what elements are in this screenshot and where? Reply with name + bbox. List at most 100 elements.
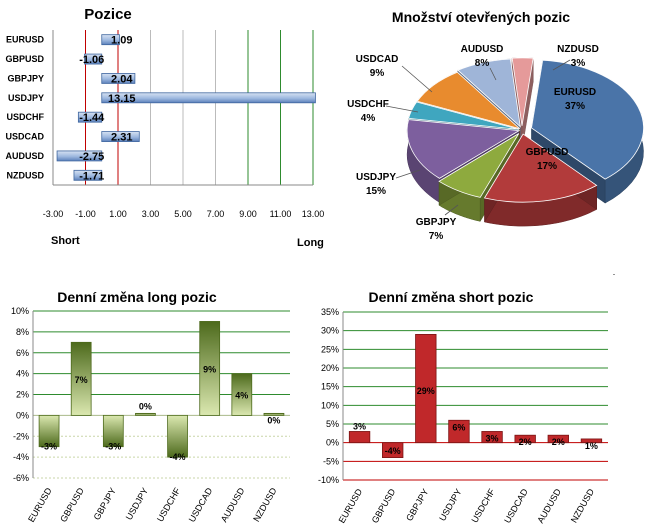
bar	[101, 73, 136, 84]
bar	[231, 373, 253, 416]
pie-value-label: 15%	[366, 186, 386, 197]
pie-category-label: GBPUSD	[526, 147, 569, 158]
y-tick-label: 25%	[321, 344, 339, 354]
chart-title: Množství otevřených pozic	[392, 9, 570, 25]
pie-slice	[511, 57, 534, 126]
data-label: 9%	[203, 364, 216, 374]
pie-value-label: 17%	[537, 161, 557, 172]
bar	[263, 412, 285, 416]
x-tick-label: 9.00	[239, 209, 257, 219]
bar	[101, 34, 120, 46]
bar	[70, 341, 92, 416]
y-tick-label: 10%	[321, 400, 339, 410]
y-tick-label: 10%	[11, 306, 29, 316]
category-label: USDJPY	[437, 487, 463, 523]
data-label: 2%	[519, 437, 532, 447]
pie-slice	[406, 119, 521, 179]
y-tick-label: -2%	[13, 431, 29, 441]
category-label: NZDUSD	[251, 486, 279, 524]
x-tick-label: -3.00	[43, 209, 64, 219]
y-tick-label: 0%	[16, 410, 29, 420]
y-tick-label: 15%	[321, 382, 339, 392]
category-label: USDCAD	[502, 487, 530, 525]
x-tick-label: 11.00	[270, 209, 292, 219]
data-label: 1%	[585, 441, 598, 451]
category-label: GBPUSD	[5, 54, 44, 64]
data-label: 29%	[417, 386, 435, 396]
leader-line	[444, 204, 459, 216]
category-label: AUDUSD	[219, 486, 247, 524]
y-tick-label: 20%	[321, 363, 339, 373]
leader-line	[385, 105, 419, 113]
bar	[514, 434, 536, 444]
bar	[199, 321, 221, 416]
pie-slice	[483, 133, 598, 203]
bar	[580, 438, 603, 444]
pie-category-label: NZDUSD	[557, 44, 599, 55]
pie-category-label: AUDUSD	[461, 44, 504, 55]
category-label: GBPUSD	[370, 487, 398, 525]
stray-dot: .	[613, 267, 616, 277]
category-label: GBPJPY	[92, 486, 118, 522]
x-tick-label: 13.00	[302, 209, 325, 219]
bar	[101, 131, 140, 142]
chart-title: Pozice	[84, 6, 132, 23]
category-label: AUDUSD	[535, 487, 563, 525]
chart-short: Denní změna short pozic -10% -5% 0% 5% 10% 15%…	[318, 289, 608, 525]
pie-value-label: 37%	[565, 101, 585, 112]
data-label: -2.75	[79, 151, 104, 163]
category-label: NZDUSD	[7, 170, 45, 180]
pie-slice	[531, 59, 644, 180]
x-tick-label: 1.00	[109, 209, 127, 219]
bar	[481, 431, 503, 444]
bar	[448, 419, 470, 444]
y-tick-label: 4%	[16, 369, 29, 379]
category-label: USDCAD	[5, 132, 44, 142]
data-label: 0%	[267, 415, 280, 425]
data-label: 6%	[452, 422, 465, 432]
pie-value-label: 9%	[370, 68, 385, 79]
category-label: EURUSD	[6, 35, 45, 45]
x-tick-label: 3.00	[142, 209, 160, 219]
pie-category-label: USDCHF	[347, 99, 389, 110]
category-label: NZDUSD	[569, 487, 597, 525]
y-tick-label: -6%	[13, 473, 29, 483]
bar	[415, 333, 437, 444]
leader-line	[401, 65, 433, 93]
short-caption: Short	[51, 235, 80, 247]
data-label: -1.06	[79, 54, 104, 66]
bar	[102, 414, 124, 448]
chart-long: Denní změna long pozic -6% -4% -2% 0% 2% 4% 6% 8…	[11, 289, 290, 524]
x-tick-label: 7.00	[207, 209, 225, 219]
y-tick-label: 30%	[321, 326, 339, 336]
pie-value-label: 4%	[361, 113, 376, 124]
bar	[135, 412, 156, 416]
pie-category-label: USDCAD	[356, 54, 399, 65]
x-tick-label: -1.00	[75, 209, 96, 219]
data-label: 2.04	[111, 73, 133, 85]
y-tick-label: 8%	[16, 327, 29, 337]
pie-value-label: 3%	[571, 58, 586, 69]
leader-line	[395, 169, 421, 179]
category-label: EURUSD	[337, 487, 365, 525]
chart-pozice: Pozice -3.00 -1.00 1.00 3.00 5.00 7.00 9.00 11.0…	[5, 6, 324, 249]
bar	[38, 414, 60, 448]
data-label: 3%	[353, 421, 366, 431]
bar	[84, 53, 103, 65]
y-tick-label: -4%	[13, 452, 29, 462]
data-label: -4%	[170, 452, 186, 462]
bar	[167, 414, 188, 458]
data-label: 13.15	[108, 93, 136, 105]
pie-slice	[408, 101, 520, 130]
x-tick-label: 5.00	[174, 209, 192, 219]
y-tick-label: 0%	[326, 438, 339, 448]
y-tick-label: -5%	[323, 456, 339, 466]
bar	[101, 92, 316, 104]
data-label: -3%	[41, 442, 57, 452]
leader-line	[489, 67, 497, 81]
category-label: USDCHF	[7, 112, 45, 122]
category-label: EURUSD	[26, 486, 54, 524]
category-label: GBPJPY	[7, 73, 44, 83]
data-label: 4%	[235, 391, 248, 401]
data-label: 2%	[552, 437, 565, 447]
